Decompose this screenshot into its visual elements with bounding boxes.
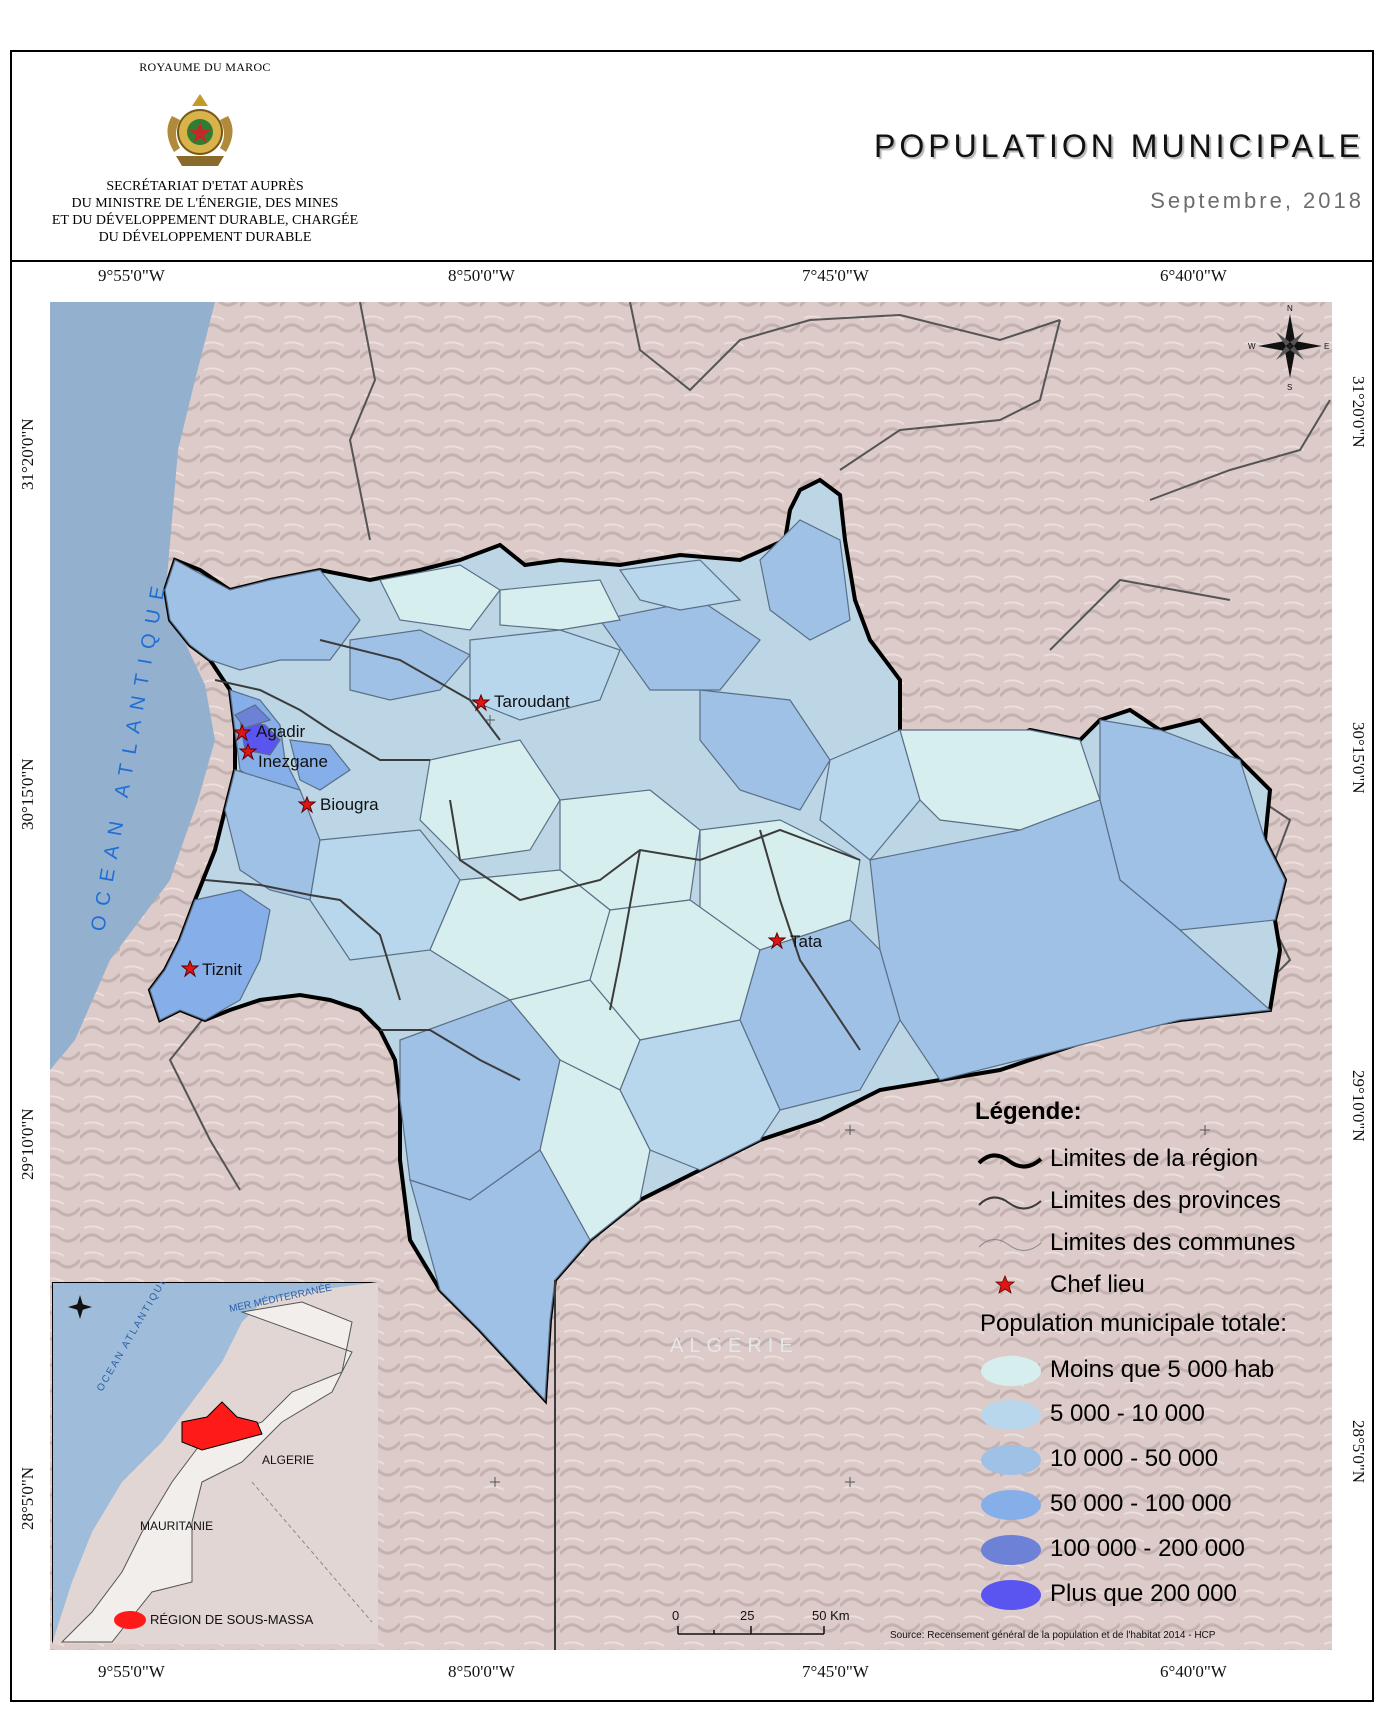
secretariat-line: ET DU DÉVELOPPEMENT DURABLE, CHARGÉE bbox=[51, 213, 359, 228]
star-icon bbox=[297, 795, 317, 814]
svg-text:E: E bbox=[1324, 342, 1329, 351]
legend-class-label: 10 000 - 50 000 bbox=[1050, 1445, 1219, 1472]
legend-label: Chef lieu bbox=[1050, 1271, 1145, 1298]
svg-text:RÉGION DE SOUS-MASSA: RÉGION DE SOUS-MASSA bbox=[150, 1612, 314, 1627]
lon-label: 7°45'0"W bbox=[802, 266, 869, 285]
header-separator bbox=[10, 260, 1374, 262]
commune-classes bbox=[149, 519, 1286, 1402]
city-label-biougra: Biougra bbox=[320, 795, 379, 814]
svg-text:ALGERIE: ALGERIE bbox=[262, 1453, 314, 1467]
legend-label: Limites de la région bbox=[1050, 1145, 1259, 1172]
lat-label: 29°10'0"N bbox=[18, 1108, 37, 1180]
map-title: POPULATION MUNICIPALE bbox=[874, 128, 1364, 164]
city-label-inezgane: Inezgane bbox=[258, 752, 328, 771]
lat-label: 31°20'0"N bbox=[18, 418, 37, 490]
star-icon bbox=[471, 693, 491, 712]
lat-label: 29°10'0"N bbox=[1349, 1070, 1368, 1142]
svg-text:S: S bbox=[1287, 383, 1292, 392]
star-icon bbox=[180, 959, 200, 978]
legend-title: Légende: bbox=[975, 1098, 1082, 1125]
svg-text:W: W bbox=[1248, 342, 1256, 351]
star-icon bbox=[238, 742, 258, 761]
legend-label: Limites des provinces bbox=[1050, 1187, 1281, 1214]
legend-class-label: 100 000 - 200 000 bbox=[1050, 1535, 1245, 1562]
legend-class-label: Moins que 5 000 hab bbox=[1050, 1356, 1275, 1383]
secretariat-label: SECRÉTARIAT D'ETAT AUPRÈS DU MINISTRE DE… bbox=[10, 178, 400, 246]
legend-class-label: Plus que 200 000 bbox=[1050, 1580, 1237, 1607]
svg-text:N: N bbox=[1287, 304, 1293, 313]
lon-label: 7°45'0"W bbox=[802, 1662, 869, 1681]
scale-label: 25 bbox=[740, 1608, 755, 1623]
lon-label: 6°40'0"W bbox=[1160, 266, 1227, 285]
source-note: Source: Recensement général de la popula… bbox=[890, 1630, 1216, 1641]
graticule-ticks bbox=[485, 715, 1210, 1487]
inset-map: MER MÉDITERRANÉE OCEAN ATLANTIQUE ALGERI… bbox=[52, 1282, 378, 1644]
scale-bar bbox=[677, 1626, 825, 1635]
class-swatch bbox=[981, 1400, 1041, 1430]
province-boundary-swatch bbox=[978, 1196, 1042, 1210]
map-frame bbox=[10, 50, 1374, 1702]
star-icon bbox=[232, 723, 252, 742]
class-swatch bbox=[981, 1490, 1041, 1520]
legend-classes-title: Population municipale totale: bbox=[980, 1310, 1287, 1337]
class-swatch bbox=[981, 1580, 1041, 1610]
city-label-taroudant: Taroudant bbox=[494, 692, 570, 711]
lat-label: 30°15'0"N bbox=[1349, 722, 1368, 794]
scale-label: 0 bbox=[672, 1608, 680, 1623]
map-date: Septembre, 2018 bbox=[1150, 188, 1364, 213]
star-icon bbox=[767, 931, 787, 950]
city-label-tiznit: Tiznit bbox=[202, 960, 242, 979]
inset-morocco bbox=[60, 1301, 353, 1643]
commune-boundary-swatch bbox=[978, 1239, 1042, 1251]
class-swatch bbox=[981, 1356, 1041, 1386]
ocean-area bbox=[50, 302, 215, 1070]
coat-of-arms-icon bbox=[167, 94, 233, 166]
svg-text:MAURITANIE: MAURITANIE bbox=[140, 1519, 213, 1533]
legend-class-label: 5 000 - 10 000 bbox=[1050, 1400, 1205, 1427]
compass-icon bbox=[68, 1295, 92, 1319]
lon-label: 8°50'0"W bbox=[448, 266, 515, 285]
lat-label: 28°5'0"N bbox=[1349, 1420, 1368, 1484]
secretariat-line: DU MINISTRE DE L'ÉNERGIE, DES MINES bbox=[71, 196, 339, 211]
scale-label: 50 Km bbox=[812, 1608, 850, 1623]
inset-region-swatch bbox=[114, 1611, 146, 1629]
north-arrow-icon: N S E W bbox=[1248, 304, 1329, 392]
city-label-agadir: Agadir bbox=[256, 722, 306, 741]
city-label-tata: Tata bbox=[790, 932, 823, 951]
star-icon bbox=[994, 1274, 1016, 1294]
kingdom-label: ROYAUME DU MAROC bbox=[139, 60, 271, 74]
chef-lieu-markers bbox=[180, 693, 787, 978]
secretariat-line: SECRÉTARIAT D'ETAT AUPRÈS bbox=[106, 179, 304, 194]
lon-label: 6°40'0"W bbox=[1160, 1662, 1227, 1681]
secretariat-line: DU DÉVELOPPEMENT DURABLE bbox=[98, 230, 312, 245]
legend-class-label: 50 000 - 100 000 bbox=[1050, 1490, 1232, 1517]
region-boundary-swatch bbox=[977, 1153, 1043, 1169]
algerie-label: ALGERIE bbox=[670, 1335, 799, 1357]
lon-label: 8°50'0"W bbox=[448, 1662, 515, 1681]
lat-label: 30°15'0"N bbox=[18, 758, 37, 830]
lat-label: 31°20'0"N bbox=[1349, 376, 1368, 448]
lon-label: 9°55'0"W bbox=[98, 266, 165, 285]
legend-label: Limites des communes bbox=[1050, 1229, 1296, 1256]
class-swatch bbox=[981, 1535, 1041, 1565]
class-swatch bbox=[981, 1445, 1041, 1475]
lon-label: 9°55'0"W bbox=[98, 1662, 165, 1681]
inset-sous-massa bbox=[181, 1401, 263, 1451]
main-map: ALGERIE OCEAN ATLANTIQUE N S E W bbox=[50, 302, 1332, 1650]
lat-label: 28°5'0"N bbox=[18, 1466, 37, 1530]
